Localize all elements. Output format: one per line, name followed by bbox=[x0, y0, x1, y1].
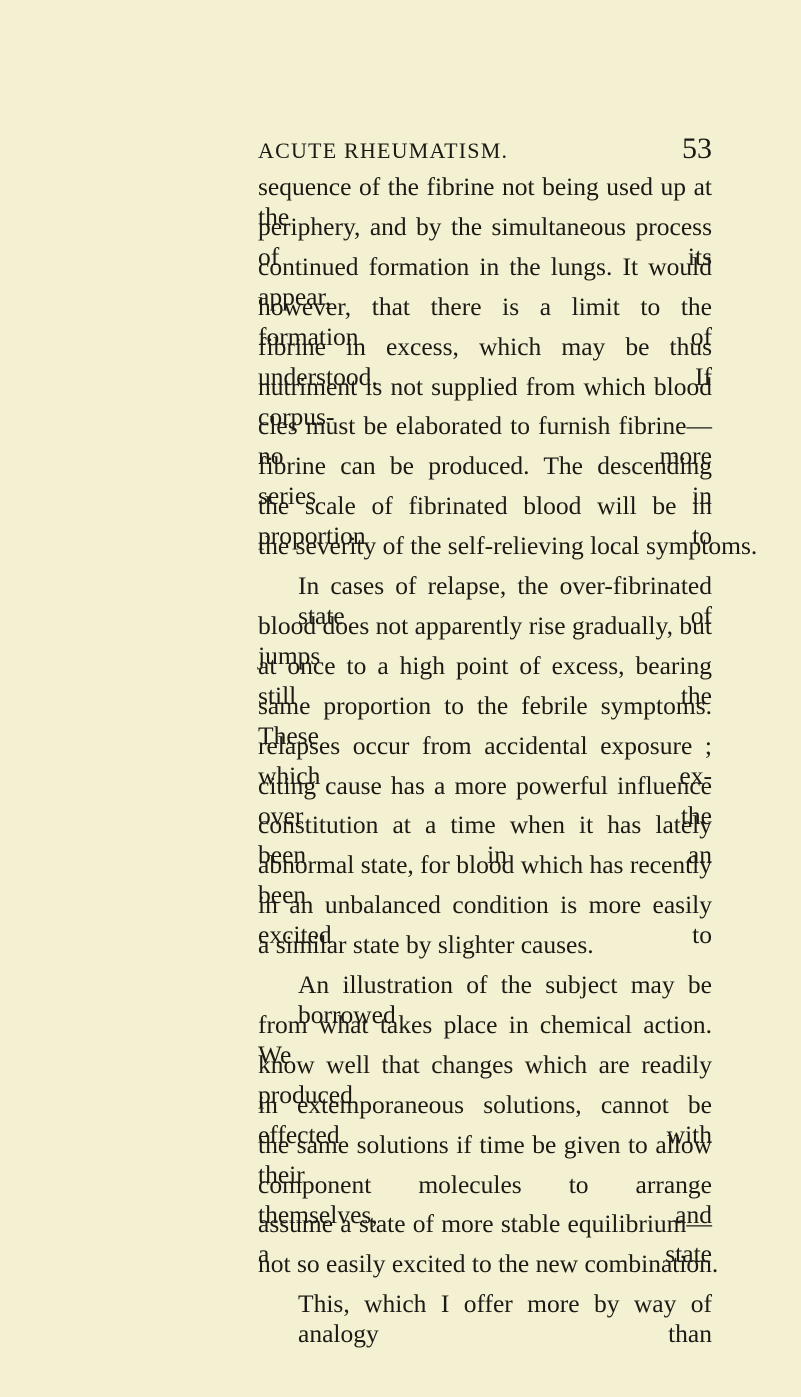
text-line: This, which I offer more by way of analo… bbox=[298, 1289, 712, 1349]
text-line: the severity of the self-relieving local… bbox=[258, 531, 758, 561]
text-line: the same solutions if time be given to a… bbox=[258, 1129, 712, 1189]
text-line: relapses occur from accidental exposure … bbox=[258, 730, 712, 790]
text-line: same proportion to the febrile symptoms.… bbox=[258, 690, 712, 750]
text-line: sequence of the fibrine not being used u… bbox=[258, 172, 712, 231]
text-line: at once to a high point of excess, beari… bbox=[258, 650, 712, 710]
text-line: periphery, and by the simultaneous proce… bbox=[258, 211, 712, 271]
text-line: the scale of fibrinated blood will be in… bbox=[258, 491, 712, 551]
text-line: fibrine can be produced. The descending … bbox=[258, 451, 712, 511]
text-line: a similar state by slighter causes. bbox=[258, 930, 594, 960]
text-line: however, that there is a limit to the fo… bbox=[258, 291, 712, 351]
text-line: constitution at a time when it has latel… bbox=[258, 810, 712, 870]
text-line: from what takes place in chemical action… bbox=[258, 1009, 712, 1069]
text-line: in an unbalanced condition is more easil… bbox=[258, 890, 712, 950]
text-line: continued formation in the lungs. It wou… bbox=[258, 251, 712, 311]
text-line: in extemporaneous solutions, cannot be e… bbox=[258, 1089, 712, 1149]
page-number: 53 bbox=[682, 132, 712, 165]
text-line: An illustration of the subject may be bo… bbox=[298, 970, 712, 1029]
text-line: fibrine in excess, which may be thus und… bbox=[258, 331, 712, 391]
text-line: abnormal state, for blood which has rece… bbox=[258, 850, 712, 910]
text-line: component molecules to arrange themselve… bbox=[258, 1169, 712, 1229]
text-line: blood does not apparently rise gradually… bbox=[258, 610, 712, 670]
text-line: citing cause has a more powerful influen… bbox=[258, 770, 712, 830]
text-line: nutriment is not supplied from which blo… bbox=[258, 371, 712, 431]
text-line: know well that changes which are readily… bbox=[258, 1049, 712, 1109]
text-line: In cases of relapse, the over-fibrinated… bbox=[298, 571, 712, 630]
text-line: not so easily excited to the new combina… bbox=[258, 1249, 719, 1279]
running-head: ACUTE RHEUMATISM. bbox=[258, 138, 509, 163]
text-line: cles must be elaborated to furnish fibri… bbox=[258, 411, 712, 471]
text-line: assume a state of more stable equilibriu… bbox=[258, 1209, 712, 1269]
